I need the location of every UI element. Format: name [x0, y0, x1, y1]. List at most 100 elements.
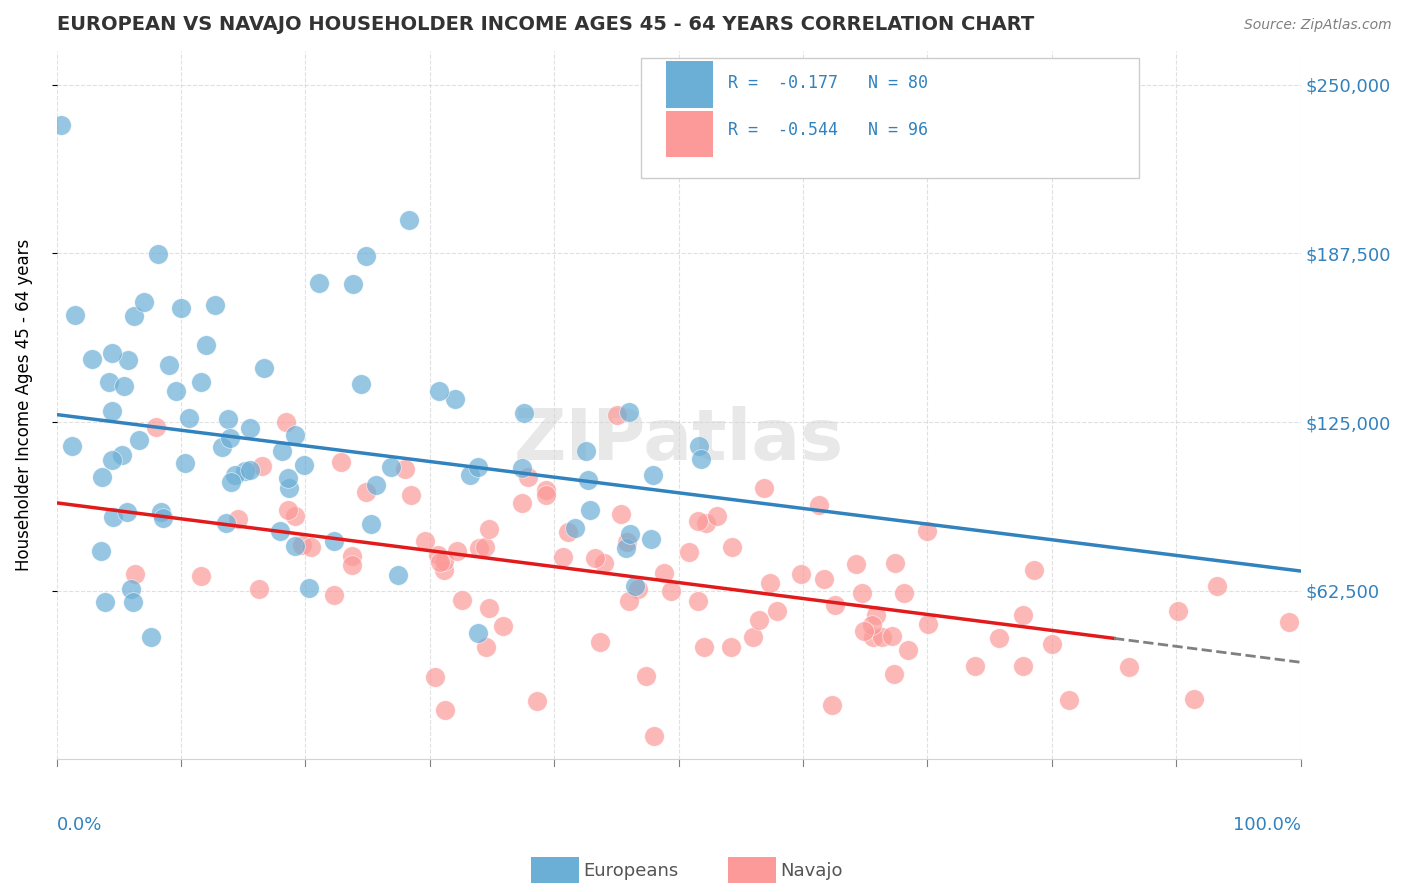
Point	[101, 404, 124, 418]
Point	[173, 456, 195, 470]
Point	[574, 444, 596, 458]
Point	[340, 558, 363, 573]
Point	[253, 361, 276, 376]
Point	[742, 630, 765, 644]
Point	[360, 516, 382, 531]
FancyBboxPatch shape	[666, 112, 713, 157]
Point	[429, 555, 451, 569]
Point	[553, 549, 575, 564]
Point	[1167, 604, 1189, 618]
Point	[720, 640, 742, 655]
Point	[165, 384, 187, 398]
Point	[112, 378, 135, 392]
Point	[340, 549, 363, 563]
Text: EUROPEAN VS NAVAJO HOUSEHOLDER INCOME AGES 45 - 64 YEARS CORRELATION CHART: EUROPEAN VS NAVAJO HOUSEHOLDER INCOME AG…	[56, 15, 1033, 34]
Point	[564, 521, 586, 535]
Point	[101, 345, 124, 359]
Point	[215, 516, 238, 531]
Point	[342, 277, 364, 291]
Point	[467, 541, 489, 555]
Point	[329, 455, 352, 469]
Point	[576, 473, 599, 487]
Point	[917, 617, 939, 632]
Point	[1012, 658, 1035, 673]
Point	[659, 583, 682, 598]
Point	[100, 453, 122, 467]
Point	[897, 643, 920, 657]
Point	[224, 467, 246, 482]
Point	[51, 118, 73, 132]
Point	[90, 470, 112, 484]
Point	[195, 338, 218, 352]
Y-axis label: Householder Income Ages 45 - 64 years: Householder Income Ages 45 - 64 years	[15, 239, 32, 571]
Point	[516, 470, 538, 484]
Text: Europeans: Europeans	[583, 862, 679, 880]
Point	[284, 428, 307, 442]
Point	[510, 460, 533, 475]
Text: 0.0%: 0.0%	[56, 816, 103, 834]
Point	[387, 568, 409, 582]
Point	[354, 485, 377, 500]
Point	[851, 586, 873, 600]
Point	[534, 483, 557, 497]
Point	[765, 603, 787, 617]
Point	[870, 630, 893, 644]
FancyBboxPatch shape	[641, 58, 1139, 178]
Point	[270, 444, 292, 458]
Point	[752, 481, 775, 495]
Point	[277, 471, 299, 485]
Point	[619, 527, 641, 541]
Point	[688, 439, 710, 453]
Point	[451, 593, 474, 607]
Point	[526, 694, 548, 708]
Text: ZIPatlas: ZIPatlas	[513, 406, 844, 475]
Point	[350, 376, 373, 391]
Point	[915, 524, 938, 539]
Point	[427, 384, 450, 398]
Text: R =  -0.544   N = 96: R = -0.544 N = 96	[728, 121, 928, 139]
Point	[593, 556, 616, 570]
Text: Source: ZipAtlas.com: Source: ZipAtlas.com	[1244, 18, 1392, 32]
Point	[693, 640, 716, 654]
Point	[364, 478, 387, 492]
Point	[643, 729, 665, 743]
Point	[1011, 607, 1033, 622]
Point	[139, 630, 162, 644]
Point	[510, 496, 533, 510]
Point	[122, 310, 145, 324]
Point	[478, 522, 501, 536]
Point	[190, 375, 212, 389]
Point	[284, 508, 307, 523]
Point	[965, 659, 987, 673]
Point	[606, 408, 628, 422]
Point	[152, 511, 174, 525]
Point	[860, 617, 883, 632]
Point	[128, 433, 150, 447]
Point	[640, 532, 662, 546]
Point	[322, 533, 344, 548]
Point	[583, 550, 606, 565]
Point	[1205, 579, 1227, 593]
Point	[616, 535, 638, 549]
Point	[893, 585, 915, 599]
Point	[170, 301, 193, 315]
Point	[678, 545, 700, 559]
Point	[652, 566, 675, 581]
Point	[63, 308, 86, 322]
Point	[1024, 563, 1046, 577]
Point	[277, 481, 299, 495]
Point	[217, 412, 239, 426]
Point	[578, 502, 600, 516]
Point	[820, 698, 842, 713]
Point	[880, 630, 903, 644]
Point	[862, 630, 884, 644]
Point	[226, 512, 249, 526]
Point	[688, 593, 710, 607]
Point	[641, 468, 664, 483]
Point	[233, 464, 256, 478]
Point	[1184, 691, 1206, 706]
Point	[121, 595, 143, 609]
Point	[1118, 659, 1140, 673]
Point	[298, 581, 321, 595]
Point	[467, 626, 489, 640]
